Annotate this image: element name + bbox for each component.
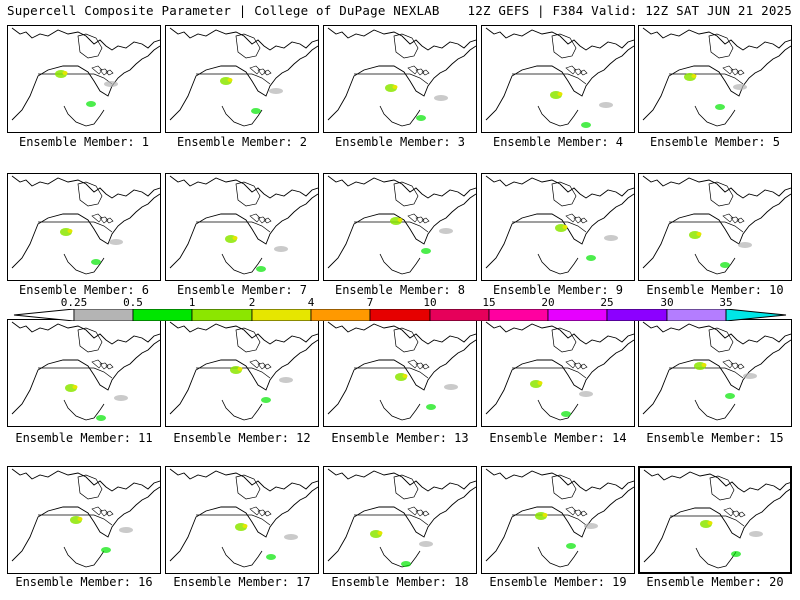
basemap-svg <box>485 175 634 275</box>
colorbar-tick-label: 7 <box>366 296 374 309</box>
ensemble-panel[interactable] <box>165 25 319 133</box>
panel-label: Ensemble Member: 2 <box>176 135 308 149</box>
ensemble-panel[interactable] <box>323 25 477 133</box>
map-title: Supercell Composite Parameter | College … <box>7 3 440 18</box>
basemap-svg <box>643 469 790 569</box>
colorbar-segment <box>251 309 312 321</box>
basemap-svg <box>11 321 160 421</box>
panel-label: Ensemble Member: 10 <box>646 283 784 297</box>
panel-label: Ensemble Member: 12 <box>173 431 311 445</box>
basemap-svg <box>11 175 160 275</box>
colorbar-tick-label: 15 <box>482 296 496 309</box>
colorbar-tick-label: 2 <box>248 296 256 309</box>
colorbar-right-arrow <box>725 309 787 321</box>
panel-label: Ensemble Member: 4 <box>492 135 624 149</box>
ensemble-panel[interactable] <box>638 25 792 133</box>
basemap-svg <box>642 175 791 275</box>
ensemble-panel[interactable] <box>7 466 161 574</box>
panel-label: Ensemble Member: 17 <box>173 575 311 589</box>
colorbar-left-arrow <box>13 309 75 321</box>
basemap-svg <box>169 468 318 568</box>
colorbar-tick-label: 0.25 <box>60 296 88 309</box>
panel-label: Ensemble Member: 8 <box>334 283 466 297</box>
ensemble-panel[interactable] <box>7 173 161 281</box>
colorbar <box>13 309 787 321</box>
ensemble-panel[interactable] <box>638 466 792 574</box>
ensemble-panel[interactable] <box>638 319 792 427</box>
colorbar-segment <box>191 309 253 321</box>
ensemble-panel[interactable] <box>481 466 635 574</box>
colorbar-segment <box>606 309 668 321</box>
panel-label: Ensemble Member: 1 <box>18 135 150 149</box>
panel-label: Ensemble Member: 19 <box>489 575 627 589</box>
colorbar-tick-label: 10 <box>423 296 437 309</box>
panel-label: Ensemble Member: 7 <box>176 283 308 297</box>
basemap-svg <box>11 27 160 127</box>
panel-label: Ensemble Member: 13 <box>331 431 469 445</box>
panel-label: Ensemble Member: 16 <box>15 575 153 589</box>
colorbar-tick-label: 25 <box>600 296 614 309</box>
panel-label: Ensemble Member: 6 <box>18 283 150 297</box>
colorbar-tick-label: 30 <box>660 296 674 309</box>
basemap-svg <box>327 175 476 275</box>
basemap-svg <box>327 468 476 568</box>
basemap-svg <box>169 175 318 275</box>
colorbar-tick-labels: 0.25 0.5 1 2 4 7 10 15 20 25 30 35 <box>0 296 800 310</box>
colorbar-segment <box>429 309 490 321</box>
colorbar-segment <box>132 309 193 321</box>
panel-label: Ensemble Member: 5 <box>649 135 781 149</box>
ensemble-panel[interactable] <box>7 25 161 133</box>
basemap-svg <box>642 321 791 421</box>
basemap-svg <box>485 468 634 568</box>
colorbar-segment <box>310 309 371 321</box>
panel-label: Ensemble Member: 9 <box>492 283 624 297</box>
basemap-svg <box>11 468 160 568</box>
ensemble-panel[interactable] <box>638 173 792 281</box>
colorbar-tick-label: 4 <box>307 296 315 309</box>
basemap-svg <box>642 27 791 127</box>
colorbar-segment <box>666 309 727 321</box>
colorbar-tick-label: 35 <box>719 296 733 309</box>
basemap-svg <box>485 27 634 128</box>
panel-label: Ensemble Member: 3 <box>334 135 466 149</box>
ensemble-panel[interactable] <box>481 319 635 427</box>
ensemble-panel[interactable] <box>481 173 635 281</box>
colorbar-segment <box>488 309 549 321</box>
colorbar-tick-label: 1 <box>188 296 196 309</box>
basemap-svg <box>169 321 318 421</box>
ensemble-panel[interactable] <box>165 466 319 574</box>
colorbar-tick-label: 20 <box>541 296 555 309</box>
basemap-svg <box>327 27 476 127</box>
ensemble-panel[interactable] <box>481 25 635 133</box>
valid-time: 12Z GEFS | F384 Valid: 12Z SAT JUN 21 20… <box>467 3 792 18</box>
ensemble-panel[interactable] <box>165 319 319 427</box>
panel-label: Ensemble Member: 11 <box>15 431 153 445</box>
colorbar-tick-label: 0.5 <box>123 296 143 309</box>
panel-label: Ensemble Member: 15 <box>646 431 784 445</box>
basemap-svg <box>485 321 634 421</box>
ensemble-panel[interactable] <box>165 173 319 281</box>
ensemble-panel[interactable] <box>323 319 477 427</box>
ensemble-panel[interactable] <box>7 319 161 427</box>
panel-label: Ensemble Member: 14 <box>489 431 627 445</box>
ensemble-panel[interactable] <box>323 173 477 281</box>
colorbar-segment <box>73 309 134 321</box>
basemap-svg <box>327 321 476 421</box>
basemap-svg <box>169 27 318 127</box>
panel-label: Ensemble Member: 20 <box>646 575 784 589</box>
ensemble-panel[interactable] <box>323 466 477 574</box>
panel-label: Ensemble Member: 18 <box>331 575 469 589</box>
colorbar-segment <box>547 309 608 321</box>
colorbar-segment <box>369 309 431 321</box>
